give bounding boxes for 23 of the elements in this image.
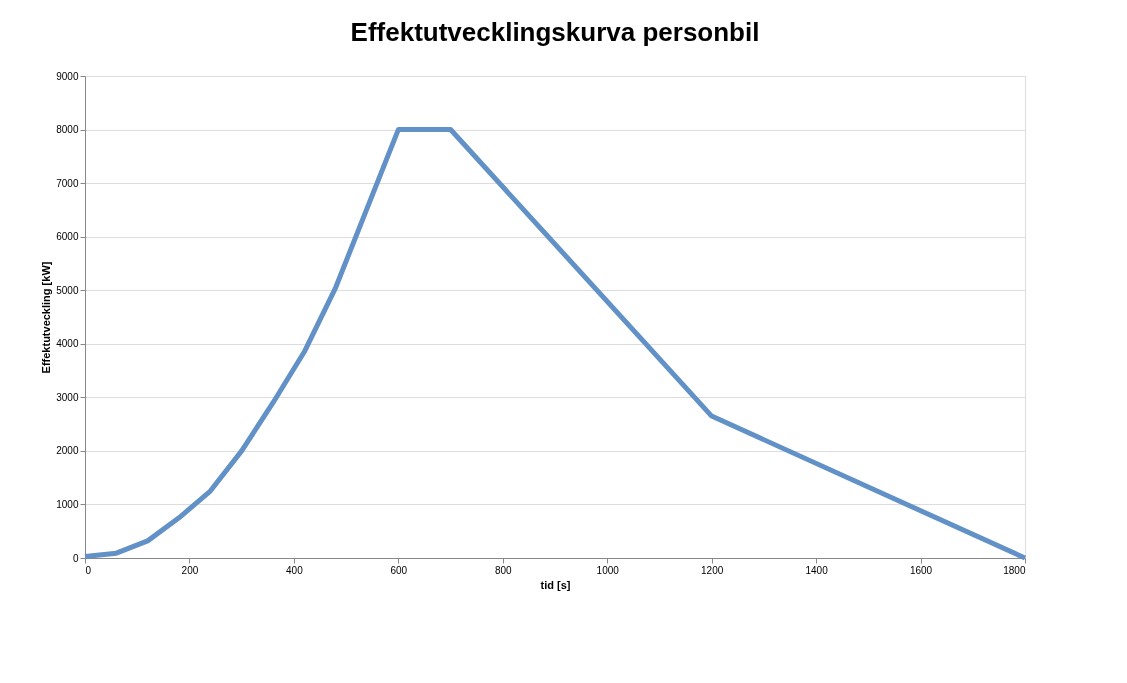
y-tick-label: 8000 [56, 124, 79, 136]
x-tick-label: 1400 [805, 564, 829, 576]
x-tick-label: 400 [286, 564, 304, 576]
x-tick-label: 1800 [1003, 564, 1026, 576]
y-tick-label: 3000 [56, 391, 79, 403]
x-tick-label: 200 [181, 564, 199, 576]
y-tick-label: 2000 [56, 445, 79, 457]
x-tick-label: 1200 [701, 564, 724, 576]
x-tick-label: 0 [85, 564, 92, 576]
y-axis-title: Effektutveckling [kW] [40, 261, 53, 374]
y-tick-label: 6000 [56, 231, 79, 243]
y-tick-label: 5000 [56, 284, 79, 296]
x-tick-label: 1600 [909, 564, 933, 576]
y-tick-label: 9000 [56, 70, 79, 82]
x-tick-label: 1000 [596, 564, 620, 576]
y-tick-label: 7000 [56, 177, 79, 189]
x-tick-label: 800 [494, 564, 513, 576]
x-tick-label: 600 [390, 564, 408, 576]
y-tick-label: 4000 [56, 338, 79, 350]
chart-title: Effektutvecklingskurva personbil [350, 17, 760, 47]
y-tick-label: 0 [72, 552, 79, 564]
x-axis-title: tid [s] [540, 578, 571, 591]
y-tick-label: 1000 [56, 498, 79, 510]
